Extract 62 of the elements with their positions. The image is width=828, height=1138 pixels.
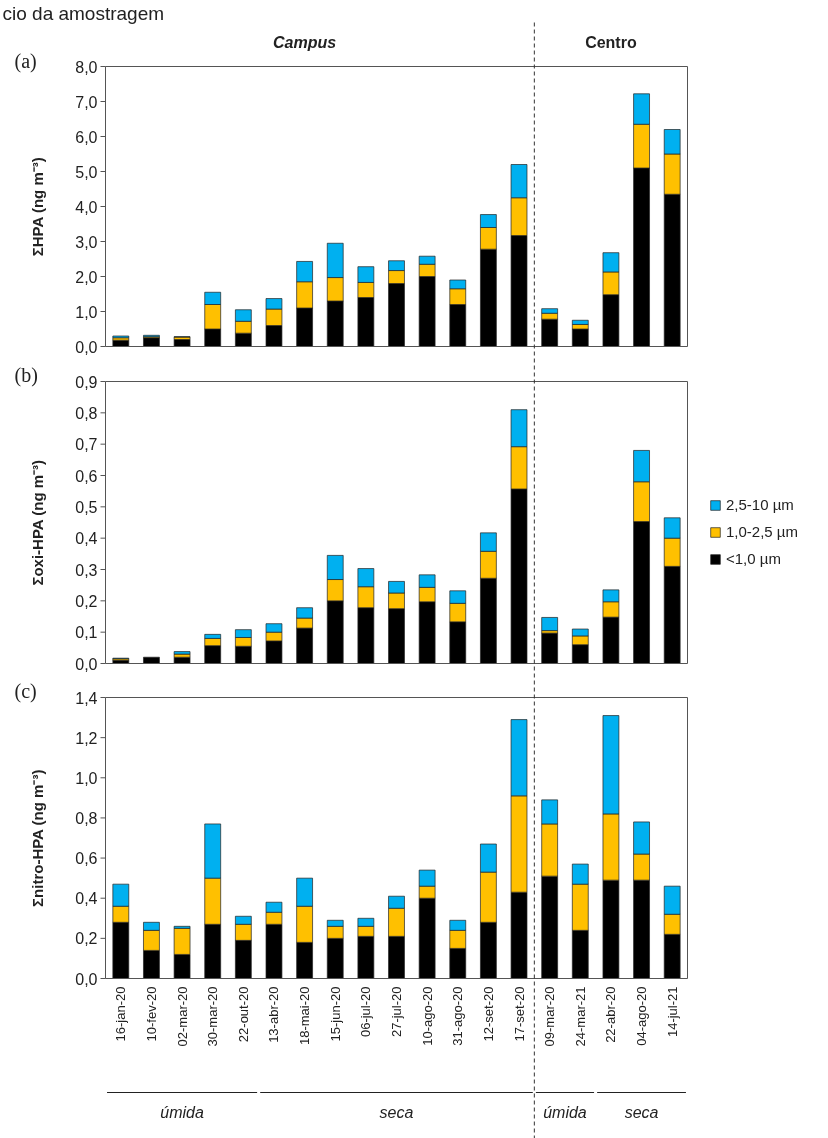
y-tick-label: 0,4	[75, 890, 98, 908]
x-tick-label: 24-mar-21	[572, 986, 588, 1047]
y-tick-label: 2,0	[75, 268, 98, 286]
y-tick-label: 0,0	[75, 970, 98, 988]
x-tick-label: 09-mar-20	[542, 986, 558, 1047]
y-tick-label: 0,0	[75, 655, 98, 673]
y-axis-title: ΣHPA (ng m⁻³)	[29, 157, 46, 257]
text: seca	[379, 1104, 414, 1121]
x-tick-label: 14-jul-21	[664, 986, 680, 1038]
x-tick-label: 15-jun-20	[327, 986, 343, 1042]
y-tick-label: 8,0	[75, 58, 98, 76]
text: Centro	[585, 34, 637, 51]
text: (c)	[14, 679, 37, 703]
y-tick-label: 6,0	[75, 128, 98, 146]
text: úmida	[543, 1104, 587, 1121]
x-tick-label: 04-ago-20	[634, 986, 650, 1046]
text: Campus	[273, 34, 337, 51]
y-tick-label: 0,1	[75, 624, 98, 642]
y-tick-label: 1,0	[75, 303, 98, 321]
x-tick-label: 22-out-20	[235, 986, 251, 1043]
text: (a)	[14, 49, 37, 73]
x-tick-label: 16-jan-20	[113, 986, 129, 1042]
y-tick-label: 0,6	[75, 467, 98, 485]
x-tick-label: 27-jul-20	[389, 986, 404, 1038]
x-tick-label: 12-set-20	[480, 986, 496, 1042]
y-tick-label: 5,0	[75, 163, 98, 181]
y-tick-label: 0,0	[75, 338, 98, 356]
y-axis-title: Σnitro-HPA (ng m⁻³)	[29, 769, 46, 907]
text: (b)	[14, 363, 38, 387]
x-tick-label: 06-jul-20	[358, 986, 374, 1038]
y-tick-label: 0,5	[75, 498, 98, 516]
y-tick-label: 3,0	[75, 233, 98, 251]
x-tick-label: 22-abr-20	[603, 986, 619, 1043]
y-tick-label: 1,4	[75, 689, 98, 707]
x-tick-label: 10-fev-20	[143, 986, 159, 1042]
text: cio da amostragem	[2, 3, 165, 24]
y-tick-label: 0,6	[75, 850, 98, 868]
y-tick-label: 1,2	[75, 729, 98, 747]
x-tick-label: 17-set-20	[511, 986, 527, 1042]
x-tick-label: 30-mar-20	[205, 986, 221, 1047]
y-tick-label: 0,8	[75, 809, 98, 827]
y-tick-label: 4,0	[75, 198, 98, 216]
x-tick-label: 31-ago-20	[450, 986, 466, 1046]
x-tick-label: 02-mar-20	[174, 986, 190, 1047]
x-tick-label: 18-mai-20	[297, 986, 313, 1046]
x-tick-label: 10-ago-20	[419, 986, 435, 1046]
y-tick-label: 0,8	[75, 404, 98, 422]
text: úmida	[160, 1104, 204, 1121]
x-tick-label: 13-abr-20	[266, 986, 282, 1043]
y-tick-label: 0,4	[75, 530, 98, 548]
y-tick-label: 0,9	[75, 373, 98, 391]
y-tick-label: 0,2	[75, 592, 98, 610]
y-axis-title: Σoxi-HPA (ng m⁻³)	[29, 459, 46, 586]
y-tick-label: 7,0	[75, 93, 98, 111]
y-tick-label: 0,2	[75, 930, 98, 948]
y-tick-label: 0,7	[75, 436, 98, 454]
y-tick-label: 1,0	[75, 769, 98, 787]
text: seca	[624, 1104, 659, 1121]
legend-label: 2,5-10 µm	[726, 496, 794, 513]
y-tick-label: 0,3	[75, 561, 98, 579]
legend-label: 1,0-2,5 µm	[726, 523, 799, 540]
legend-label: <1,0 µm	[726, 550, 781, 567]
